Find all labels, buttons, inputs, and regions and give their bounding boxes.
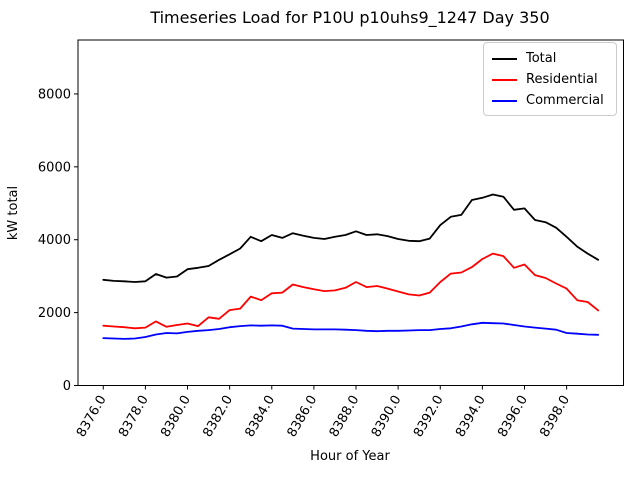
- legend-label-total: Total: [526, 51, 557, 66]
- x-tick-label: 8392.0: [411, 393, 447, 440]
- chart-line-commercial: [102, 321, 600, 340]
- x-tick-label: 8394.0: [453, 393, 489, 440]
- x-tick-label: 8390.0: [369, 393, 405, 440]
- y-tick-label: 0: [63, 379, 71, 394]
- x-tick-label: 8378.0: [116, 393, 152, 440]
- legend-line-total-swatch: [492, 57, 517, 60]
- x-tick-label: 8380.0: [158, 393, 194, 440]
- chart-line-residential: [102, 252, 600, 330]
- chart-line-total: [102, 193, 600, 283]
- y-tick-label: 6000: [38, 160, 71, 175]
- legend-label-commercial: Commercial: [526, 93, 604, 108]
- y-axis-label: kW total: [6, 186, 21, 240]
- x-tick-label: 8386.0: [285, 393, 321, 440]
- x-tick-label: 8398.0: [537, 393, 573, 440]
- x-axis-label: Hour of Year: [310, 449, 390, 464]
- legend-label-residential: Residential: [526, 72, 598, 87]
- legend-item-residential: Residential: [484, 69, 616, 90]
- x-tick-label: 8376.0: [74, 393, 110, 440]
- x-tick-label: 8384.0: [242, 393, 278, 440]
- y-tick-label: 2000: [38, 306, 71, 321]
- y-tick-label: 8000: [38, 87, 71, 102]
- plot-border: [77, 39, 624, 386]
- legend-line-residential-swatch: [492, 78, 517, 81]
- x-tick-label: 8388.0: [327, 393, 363, 440]
- x-tick-label: 8396.0: [495, 393, 531, 440]
- x-tick-label: 8382.0: [200, 393, 236, 440]
- y-tick-label: 4000: [38, 233, 71, 248]
- legend-item-total: Total: [484, 48, 616, 69]
- legend: Total Residential Commercial: [483, 42, 617, 116]
- chart-title: Timeseries Load for P10U p10uhs9_1247 Da…: [149, 8, 549, 28]
- legend-line-commercial-swatch: [492, 99, 517, 102]
- legend-item-commercial: Commercial: [484, 90, 616, 111]
